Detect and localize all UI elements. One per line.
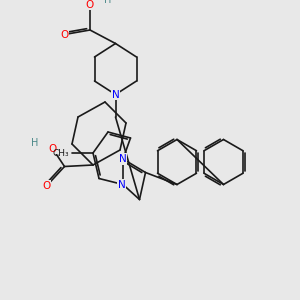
Text: O: O [86,0,94,10]
Text: H: H [104,0,112,5]
Text: CH₃: CH₃ [52,148,69,158]
Text: N: N [118,179,125,190]
Text: N: N [119,154,127,164]
Text: O: O [42,181,51,191]
Text: H: H [31,137,38,148]
Text: O: O [60,29,69,40]
Text: N: N [112,89,119,100]
Text: O: O [48,143,57,154]
